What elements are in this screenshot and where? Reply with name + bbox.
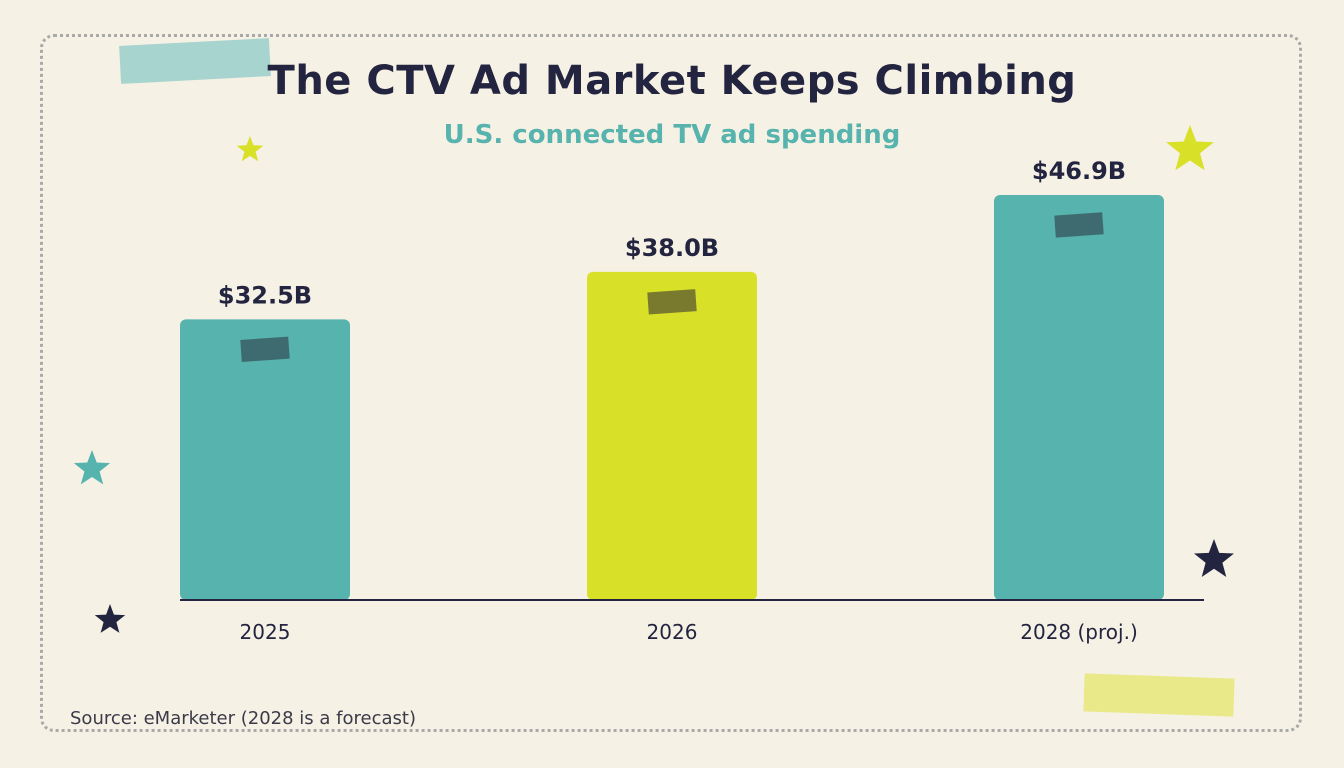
data-label: $46.9B xyxy=(1032,157,1126,185)
x-tick-label: 2025 xyxy=(240,620,291,644)
x-tick-label: 2028 (proj.) xyxy=(1020,620,1138,644)
bar-2025 xyxy=(180,319,350,600)
bar-tape-tab xyxy=(1054,212,1104,238)
navy-star-icon xyxy=(94,604,126,633)
lime-star-icon xyxy=(236,136,264,162)
navy-star-icon xyxy=(1194,539,1234,577)
dotted-frame xyxy=(40,34,1302,732)
chart-title: The CTV Ad Market Keeps Climbing xyxy=(267,58,1077,104)
data-label: $38.0B xyxy=(625,234,719,262)
chart-subtitle: U.S. connected TV ad spending xyxy=(443,120,901,150)
bar-tape-tab xyxy=(647,289,697,315)
source-note: Source: eMarketer (2028 is a forecast) xyxy=(70,708,416,729)
x-tick-label: 2026 xyxy=(647,620,698,644)
teal-star-icon xyxy=(73,450,111,485)
bar-tape-tab xyxy=(240,336,290,362)
bar-2028-proj- xyxy=(994,194,1164,601)
lime-star-icon xyxy=(1166,125,1214,171)
bar-2026 xyxy=(587,271,757,600)
data-label: $32.5B xyxy=(218,281,312,309)
